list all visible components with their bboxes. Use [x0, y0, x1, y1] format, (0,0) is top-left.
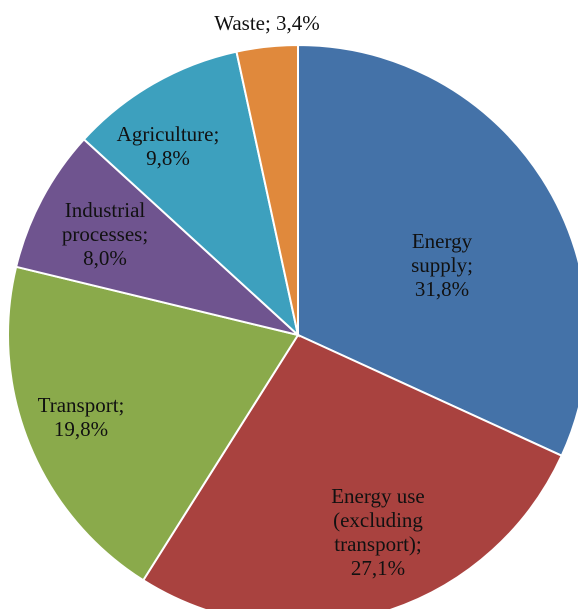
pie-slice-industrial-processes: [14, 137, 299, 336]
pie-label-industrial-processes: Industrial processes; 8,0%: [62, 198, 148, 270]
pie-slice-waste: [235, 43, 299, 336]
pie-label-waste: Waste; 3,4%: [214, 11, 320, 35]
pie-slice-energy-use-excluding-transport: [141, 333, 564, 609]
pie-label-energy-use-excluding-transport: Energy use (excluding transport); 27,1%: [331, 484, 425, 580]
pie-labels: Energy supply; 31,8% Energy use (excluding tr…: [38, 11, 473, 580]
pie-slice-transport: [7, 265, 300, 582]
pie-slices: [7, 43, 578, 609]
pie-slice-agriculture: [82, 50, 300, 338]
pie-label-agriculture: Agriculture; 9,8%: [117, 122, 220, 170]
pie-slice-energy-supply: [297, 43, 578, 458]
pie-label-transport: Transport; 19,8%: [38, 393, 125, 441]
pie-label-energy-supply: Energy supply; 31,8%: [411, 229, 473, 301]
